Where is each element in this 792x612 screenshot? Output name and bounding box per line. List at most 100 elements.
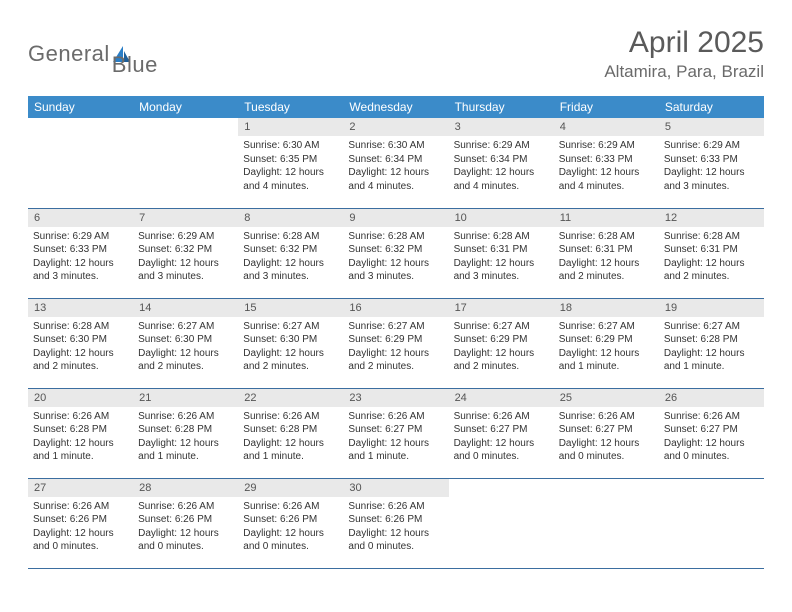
- day-number: 15: [238, 299, 343, 317]
- day-number: [133, 118, 238, 136]
- day-number: 13: [28, 299, 133, 317]
- day-details: Sunrise: 6:26 AMSunset: 6:28 PMDaylight:…: [238, 407, 343, 468]
- weekday-header: Thursday: [449, 96, 554, 118]
- day-detail-line: Sunset: 6:28 PM: [664, 333, 759, 347]
- day-detail-line: Sunset: 6:30 PM: [33, 333, 128, 347]
- day-detail-line: Daylight: 12 hours: [243, 437, 338, 451]
- brand-word-2: Blue: [112, 52, 158, 77]
- day-detail-line: Daylight: 12 hours: [454, 166, 549, 180]
- day-details: Sunrise: 6:28 AMSunset: 6:31 PMDaylight:…: [554, 227, 659, 288]
- calendar-cell: 7Sunrise: 6:29 AMSunset: 6:32 PMDaylight…: [133, 208, 238, 298]
- weekday-header: Monday: [133, 96, 238, 118]
- day-detail-line: Sunrise: 6:28 AM: [559, 230, 654, 244]
- day-details: Sunrise: 6:28 AMSunset: 6:32 PMDaylight:…: [238, 227, 343, 288]
- day-details: Sunrise: 6:26 AMSunset: 6:27 PMDaylight:…: [449, 407, 554, 468]
- day-number: 18: [554, 299, 659, 317]
- day-detail-line: Sunset: 6:31 PM: [454, 243, 549, 257]
- day-detail-line: Daylight: 12 hours: [138, 257, 233, 271]
- day-detail-line: Sunrise: 6:28 AM: [664, 230, 759, 244]
- calendar-cell: 1Sunrise: 6:30 AMSunset: 6:35 PMDaylight…: [238, 118, 343, 208]
- day-detail-line: Sunset: 6:28 PM: [243, 423, 338, 437]
- day-number: 11: [554, 209, 659, 227]
- day-number: 27: [28, 479, 133, 497]
- calendar-cell: 16Sunrise: 6:27 AMSunset: 6:29 PMDayligh…: [343, 298, 448, 388]
- day-detail-line: Sunset: 6:33 PM: [33, 243, 128, 257]
- day-detail-line: Sunrise: 6:28 AM: [243, 230, 338, 244]
- day-detail-line: and 4 minutes.: [559, 180, 654, 194]
- day-detail-line: and 4 minutes.: [454, 180, 549, 194]
- day-detail-line: and 4 minutes.: [243, 180, 338, 194]
- day-detail-line: and 0 minutes.: [454, 450, 549, 464]
- day-detail-line: and 4 minutes.: [348, 180, 443, 194]
- day-detail-line: and 1 minute.: [243, 450, 338, 464]
- day-details: Sunrise: 6:26 AMSunset: 6:27 PMDaylight:…: [554, 407, 659, 468]
- day-detail-line: Sunrise: 6:26 AM: [138, 410, 233, 424]
- calendar-cell: 21Sunrise: 6:26 AMSunset: 6:28 PMDayligh…: [133, 388, 238, 478]
- day-detail-line: Sunset: 6:29 PM: [559, 333, 654, 347]
- day-detail-line: Sunset: 6:27 PM: [454, 423, 549, 437]
- day-detail-line: Sunset: 6:28 PM: [33, 423, 128, 437]
- day-detail-line: Daylight: 12 hours: [348, 257, 443, 271]
- weekday-header: Saturday: [659, 96, 764, 118]
- day-details: Sunrise: 6:28 AMSunset: 6:31 PMDaylight:…: [659, 227, 764, 288]
- calendar-cell: 25Sunrise: 6:26 AMSunset: 6:27 PMDayligh…: [554, 388, 659, 478]
- calendar-cell: 2Sunrise: 6:30 AMSunset: 6:34 PMDaylight…: [343, 118, 448, 208]
- weekday-header: Friday: [554, 96, 659, 118]
- day-details: Sunrise: 6:27 AMSunset: 6:28 PMDaylight:…: [659, 317, 764, 378]
- calendar-cell: 4Sunrise: 6:29 AMSunset: 6:33 PMDaylight…: [554, 118, 659, 208]
- day-number: 16: [343, 299, 448, 317]
- day-detail-line: and 3 minutes.: [454, 270, 549, 284]
- weekday-header: Wednesday: [343, 96, 448, 118]
- day-detail-line: and 2 minutes.: [138, 360, 233, 374]
- day-details: Sunrise: 6:27 AMSunset: 6:29 PMDaylight:…: [343, 317, 448, 378]
- calendar-cell: 23Sunrise: 6:26 AMSunset: 6:27 PMDayligh…: [343, 388, 448, 478]
- day-details: Sunrise: 6:27 AMSunset: 6:30 PMDaylight:…: [133, 317, 238, 378]
- day-number: 20: [28, 389, 133, 407]
- day-detail-line: Sunrise: 6:26 AM: [243, 410, 338, 424]
- day-detail-line: Sunset: 6:33 PM: [664, 153, 759, 167]
- day-details: Sunrise: 6:27 AMSunset: 6:29 PMDaylight:…: [449, 317, 554, 378]
- day-detail-line: Sunset: 6:26 PM: [348, 513, 443, 527]
- day-detail-line: and 2 minutes.: [243, 360, 338, 374]
- day-number: 22: [238, 389, 343, 407]
- calendar-cell: 19Sunrise: 6:27 AMSunset: 6:28 PMDayligh…: [659, 298, 764, 388]
- day-number: 24: [449, 389, 554, 407]
- calendar-cell: 18Sunrise: 6:27 AMSunset: 6:29 PMDayligh…: [554, 298, 659, 388]
- brand-logo: General Blue: [28, 30, 158, 78]
- day-detail-line: Sunset: 6:32 PM: [348, 243, 443, 257]
- day-detail-line: Sunset: 6:29 PM: [348, 333, 443, 347]
- day-detail-line: Sunrise: 6:26 AM: [33, 500, 128, 514]
- day-detail-line: Sunset: 6:33 PM: [559, 153, 654, 167]
- day-detail-line: Daylight: 12 hours: [454, 347, 549, 361]
- day-detail-line: Daylight: 12 hours: [138, 437, 233, 451]
- day-details: Sunrise: 6:26 AMSunset: 6:26 PMDaylight:…: [238, 497, 343, 558]
- day-details: Sunrise: 6:29 AMSunset: 6:33 PMDaylight:…: [659, 136, 764, 197]
- day-detail-line: Sunrise: 6:28 AM: [348, 230, 443, 244]
- day-number: [659, 479, 764, 497]
- day-details: Sunrise: 6:30 AMSunset: 6:34 PMDaylight:…: [343, 136, 448, 197]
- day-detail-line: and 3 minutes.: [243, 270, 338, 284]
- day-detail-line: and 1 minute.: [348, 450, 443, 464]
- day-detail-line: Sunrise: 6:27 AM: [138, 320, 233, 334]
- day-detail-line: and 0 minutes.: [243, 540, 338, 554]
- calendar-cell: 29Sunrise: 6:26 AMSunset: 6:26 PMDayligh…: [238, 478, 343, 568]
- day-detail-line: Daylight: 12 hours: [33, 347, 128, 361]
- day-detail-line: and 0 minutes.: [559, 450, 654, 464]
- day-detail-line: Sunrise: 6:26 AM: [348, 410, 443, 424]
- day-detail-line: and 0 minutes.: [664, 450, 759, 464]
- day-detail-line: and 3 minutes.: [138, 270, 233, 284]
- day-detail-line: Daylight: 12 hours: [664, 347, 759, 361]
- day-detail-line: and 1 minute.: [664, 360, 759, 374]
- day-number: [449, 479, 554, 497]
- calendar-cell: 13Sunrise: 6:28 AMSunset: 6:30 PMDayligh…: [28, 298, 133, 388]
- day-detail-line: and 0 minutes.: [33, 540, 128, 554]
- day-detail-line: Sunset: 6:28 PM: [138, 423, 233, 437]
- day-detail-line: and 3 minutes.: [348, 270, 443, 284]
- day-detail-line: Daylight: 12 hours: [559, 437, 654, 451]
- day-detail-line: Sunrise: 6:29 AM: [33, 230, 128, 244]
- day-detail-line: Sunset: 6:30 PM: [243, 333, 338, 347]
- day-detail-line: Daylight: 12 hours: [138, 347, 233, 361]
- calendar-cell: 15Sunrise: 6:27 AMSunset: 6:30 PMDayligh…: [238, 298, 343, 388]
- day-detail-line: Daylight: 12 hours: [33, 257, 128, 271]
- day-detail-line: and 1 minute.: [138, 450, 233, 464]
